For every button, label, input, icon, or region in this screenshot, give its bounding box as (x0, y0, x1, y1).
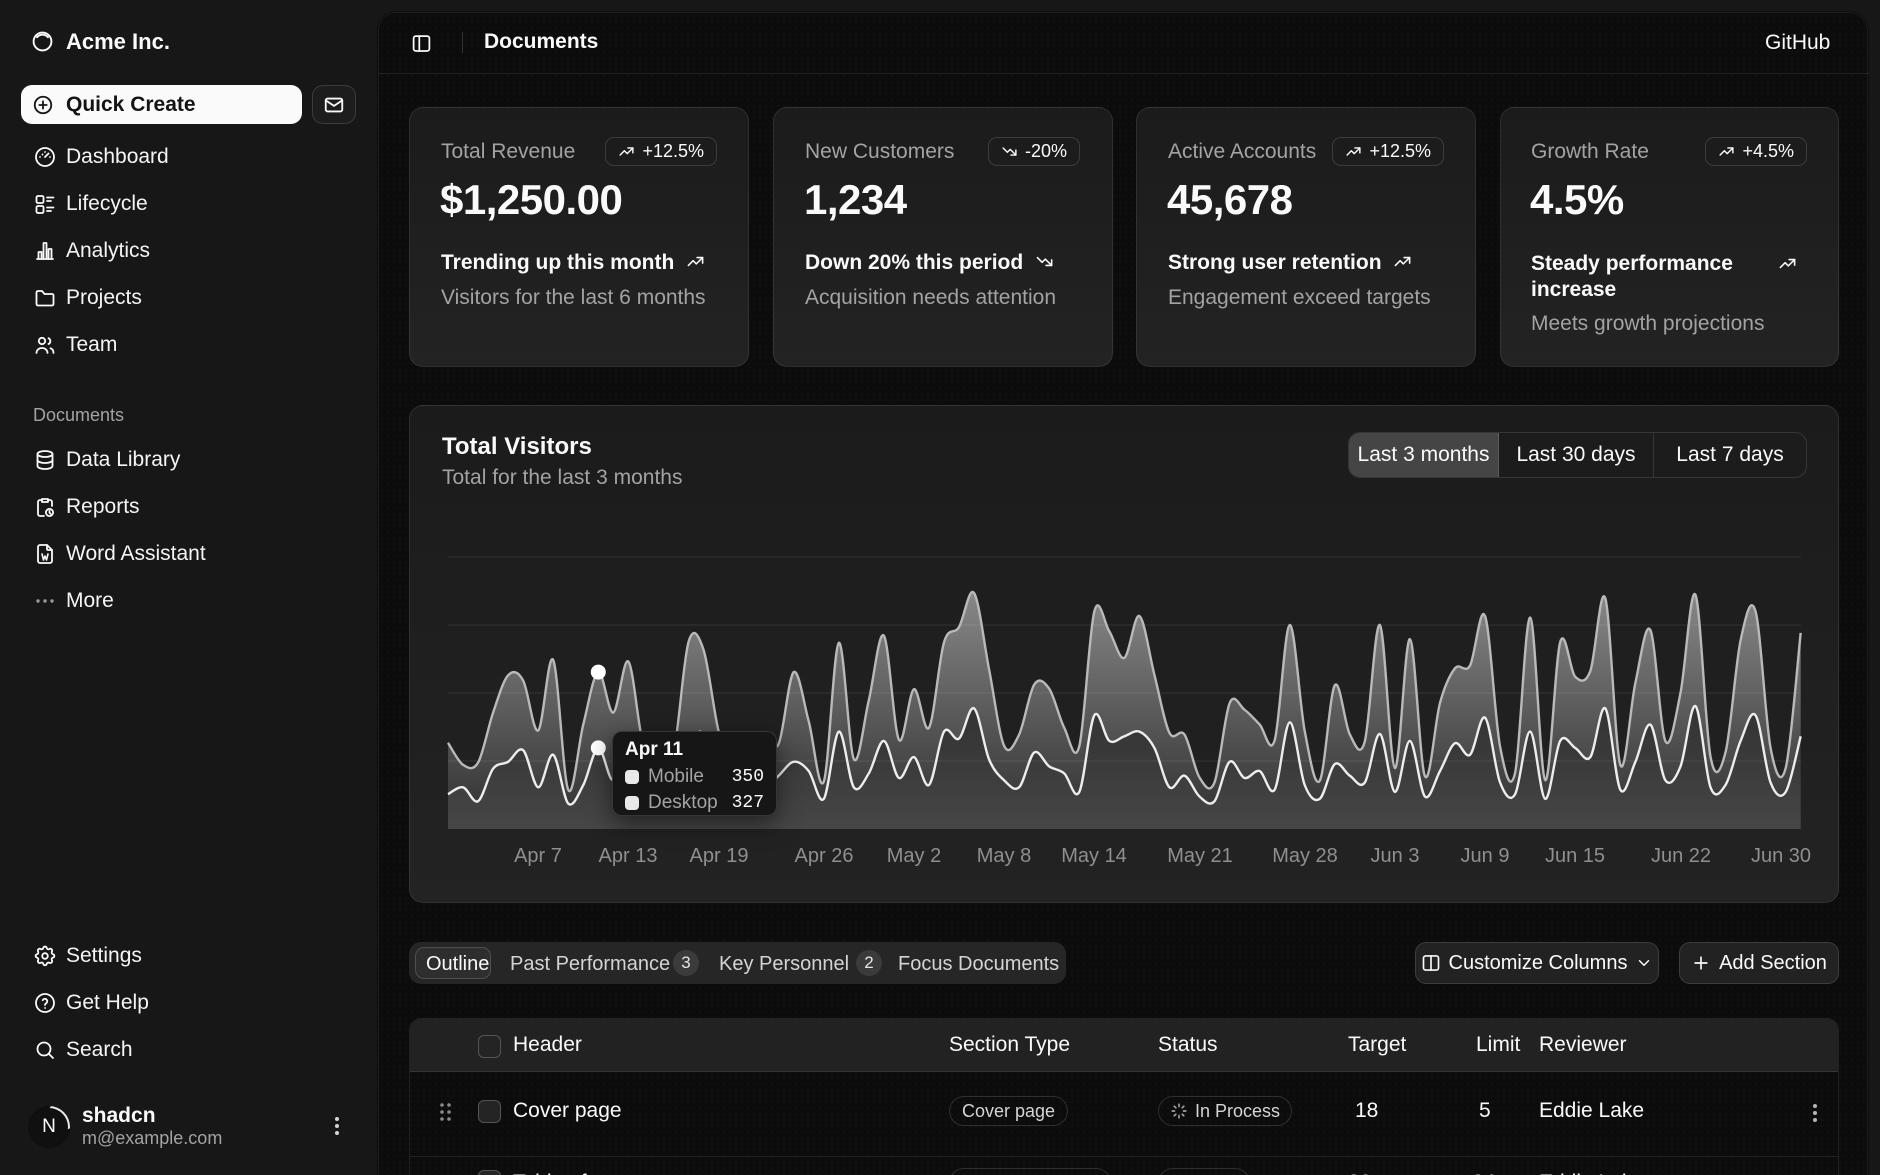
svg-text:Apr 19: Apr 19 (690, 845, 749, 867)
svg-text:May 2: May 2 (887, 845, 941, 867)
svg-text:Jun 15: Jun 15 (1545, 845, 1605, 867)
svg-text:May 21: May 21 (1167, 845, 1233, 867)
svg-text:May 28: May 28 (1272, 845, 1338, 867)
svg-text:Jun 30: Jun 30 (1751, 845, 1811, 867)
svg-text:May 14: May 14 (1061, 845, 1127, 867)
svg-text:Jun 22: Jun 22 (1651, 845, 1711, 867)
svg-text:Apr 13: Apr 13 (599, 845, 658, 867)
svg-text:Jun 9: Jun 9 (1461, 845, 1510, 867)
svg-text:Jun 3: Jun 3 (1371, 845, 1420, 867)
svg-text:Apr 26: Apr 26 (795, 845, 854, 867)
svg-text:Apr 7: Apr 7 (514, 845, 562, 867)
svg-text:May 8: May 8 (977, 845, 1031, 867)
